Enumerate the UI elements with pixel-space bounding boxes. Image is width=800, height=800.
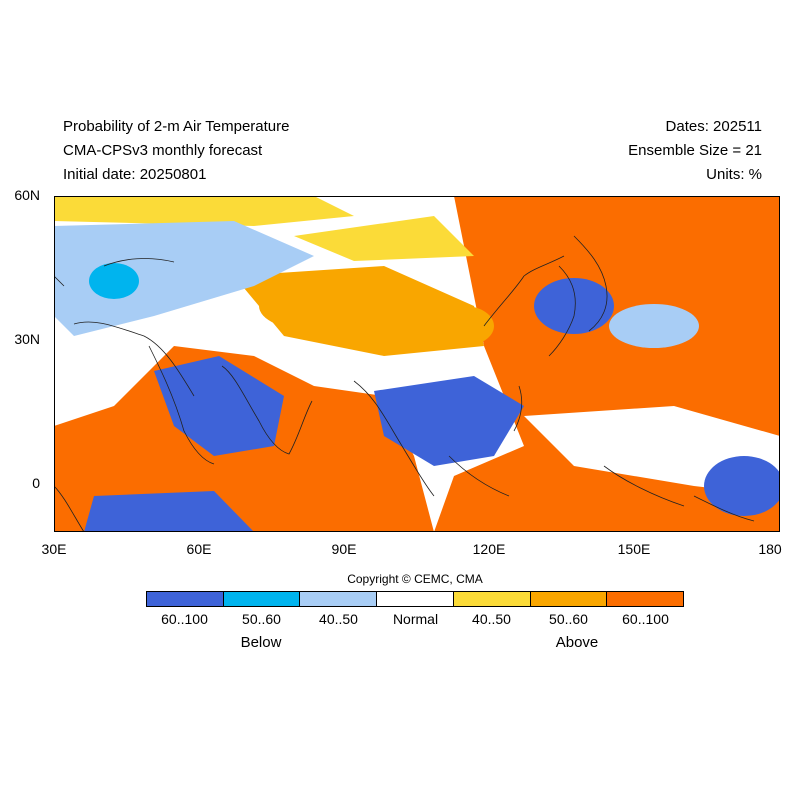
legend-above-label: Above [555, 634, 599, 651]
region-above-40-50 [54, 196, 354, 226]
legend-swatch-below-40-50 [300, 592, 378, 606]
legend-swatch-above-50-60 [530, 592, 608, 606]
legend-label-below-60-100: 60..100 [161, 611, 208, 627]
lat-label-equator: 0 [32, 475, 40, 491]
lon-label-120e: 120E [472, 541, 506, 557]
legend-swatch-normal [377, 592, 454, 606]
region-above-40-50 [294, 216, 474, 261]
legend-swatch-above-40-50 [453, 592, 531, 606]
legend-below-label: Below [240, 634, 282, 651]
ensemble-size: Ensemble Size = 21 [628, 142, 762, 159]
title-line-2: CMA-CPSv3 monthly forecast [63, 142, 263, 159]
initial-date: Initial date: 20250801 [63, 166, 207, 183]
lon-label-180: 180 [758, 541, 782, 557]
lon-label-90e: 90E [331, 541, 357, 557]
region-below-60-100 [534, 278, 614, 334]
region-below-60-100 [704, 456, 780, 516]
legend-label-below-50-60: 50..60 [242, 611, 281, 627]
color-legend [146, 591, 684, 607]
legend-swatch-below-50-60 [223, 592, 301, 606]
forecast-dates: Dates: 202511 [665, 118, 762, 135]
legend-label-above-60-100: 60..100 [622, 611, 669, 627]
legend-swatch-below-60-100 [147, 592, 224, 606]
map-canvas [54, 196, 780, 532]
lon-label-60e: 60E [186, 541, 212, 557]
lat-label-30n: 30N [14, 331, 40, 347]
legend-label-normal: Normal [392, 611, 439, 627]
units-label: Units: % [706, 166, 762, 183]
lon-label-150e: 150E [617, 541, 651, 557]
legend-label-above-40-50: 40..50 [472, 611, 511, 627]
region-above-50-60 [434, 306, 494, 346]
probability-regions [54, 196, 780, 532]
region-above-50-60 [259, 281, 369, 331]
region-below-60-100 [374, 376, 524, 466]
title-line-1: Probability of 2-m Air Temperature [63, 118, 290, 135]
probability-map [54, 196, 780, 532]
region-below-40-50 [609, 304, 699, 348]
region-below-40-50 [54, 221, 314, 336]
region-below-50-60 [89, 263, 139, 299]
region-below-60-100 [84, 491, 254, 532]
coastlines [54, 235, 755, 532]
legend-label-above-50-60: 50..60 [549, 611, 588, 627]
region-below-60-100 [154, 356, 284, 456]
lat-label-60n: 60N [14, 187, 40, 203]
legend-label-below-40-50: 40..50 [319, 611, 358, 627]
legend-swatch-above-60-100 [607, 592, 684, 606]
copyright-notice: Copyright © CEMC, CMA [347, 572, 483, 586]
lon-label-30e: 30E [41, 541, 67, 557]
